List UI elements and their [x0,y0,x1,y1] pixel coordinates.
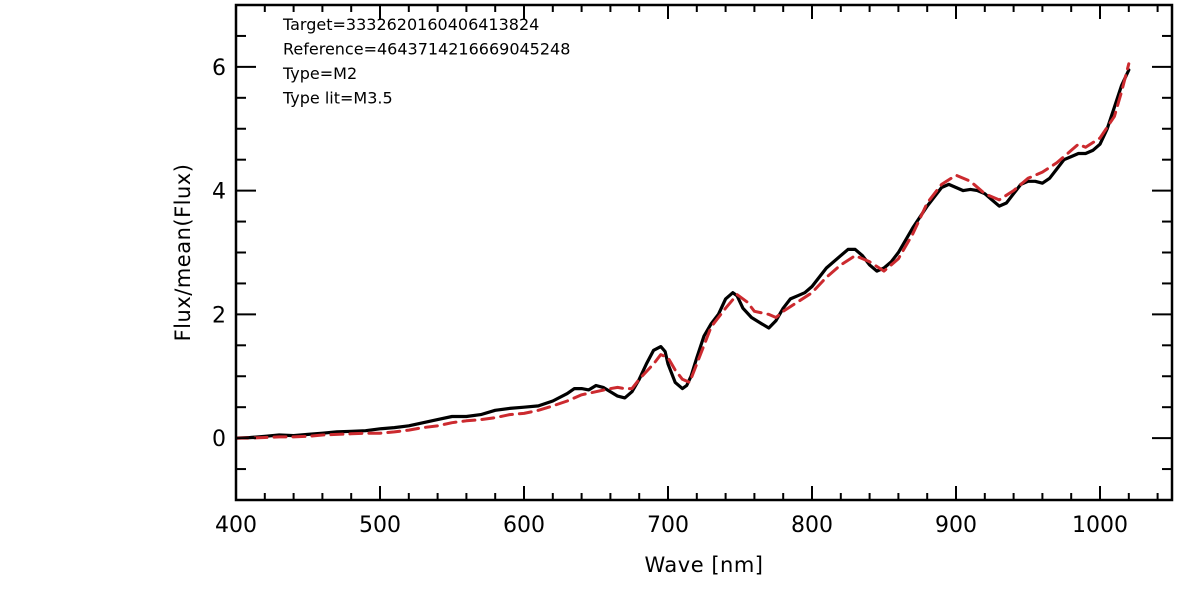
x-tick-label: 900 [935,513,977,538]
x-tick-label: 600 [503,513,545,538]
y-tick-label: 6 [212,56,226,81]
series-line-reference [236,62,1131,440]
annotation-line: Reference=4643714216669045248 [283,40,570,59]
x-tick-label: 1000 [1072,513,1128,538]
series-line-target [236,68,1131,440]
x-tick-label: 800 [791,513,833,538]
axis-ticks [235,4,1172,501]
tick-labels: 400 500 600 700 800 900 1000 0 2 4 6 [212,56,1128,538]
x-tick-label: 400 [215,513,257,538]
annotation-line: Type lit=M3.5 [282,89,393,108]
y-tick-label: 2 [212,303,226,328]
x-axis-label: Wave [nm] [645,553,764,577]
plot-frame [234,3,1174,502]
annotation-line: Target=3332620160406413824 [282,15,539,34]
y-axis-label: Flux/mean(Flux) [171,164,195,342]
x-tick-label: 700 [647,513,689,538]
y-tick-label: 4 [212,180,226,205]
plot-lines [236,62,1131,440]
x-tick-label: 500 [359,513,401,538]
annotation-line: Type=M2 [282,64,357,83]
y-tick-label: 0 [212,427,226,452]
annotations: Target=3332620160406413824 Reference=4643… [282,15,570,108]
